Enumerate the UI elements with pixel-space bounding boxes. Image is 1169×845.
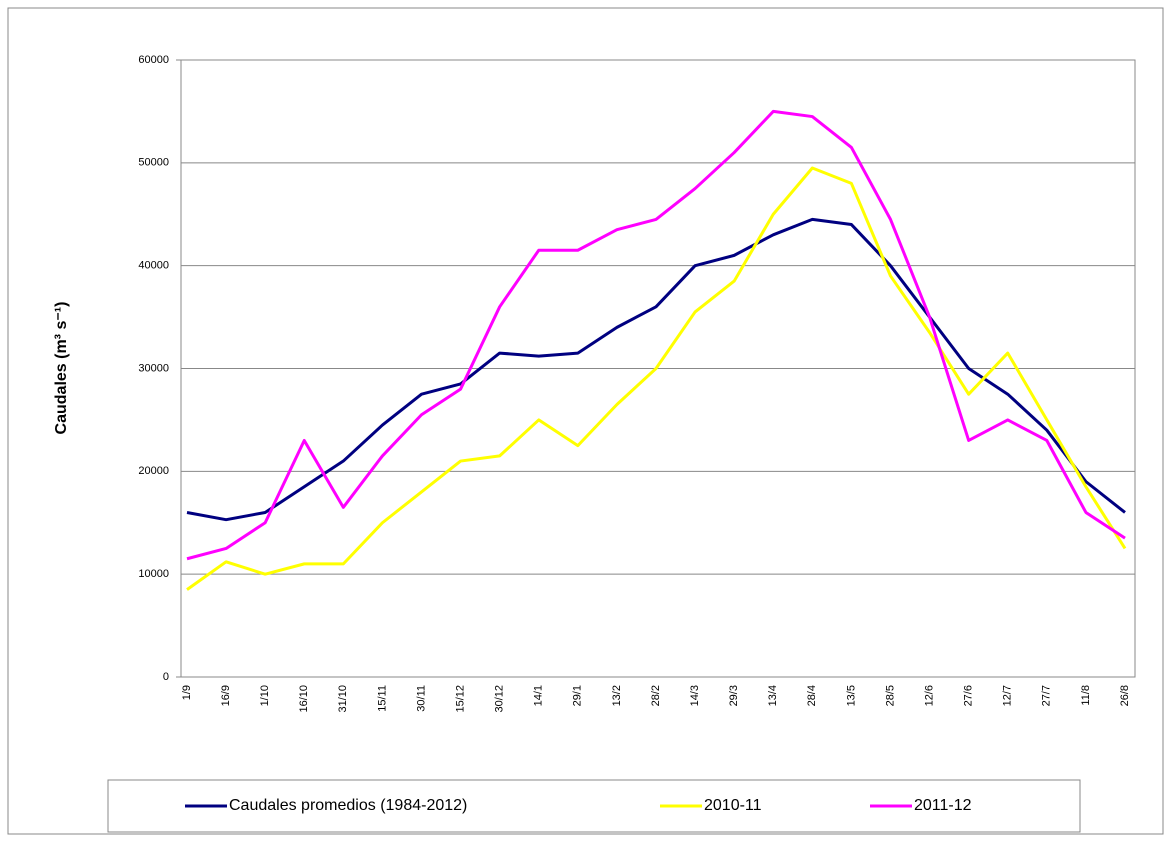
series-line [186,109,1126,561]
x-tick-label: 29/3 [728,685,740,706]
x-tick-label: 30/11 [415,685,427,712]
x-tick-label: 29/1 [572,685,584,706]
y-tick-label: 0 [163,671,169,683]
legend [107,779,1081,833]
x-tick-label: 13/4 [767,685,779,706]
x-tick-label: 1/10 [259,685,271,706]
x-tick-label: 12/7 [1002,685,1014,706]
y-axis-label: Caudales (m³ s⁻¹) [53,302,70,435]
x-tick-label: 15/11 [376,685,388,712]
x-tick-label: 27/6 [963,685,975,706]
legend-label: 2010-11 [704,797,762,814]
y-tick-label: 30000 [138,362,169,374]
x-tick-label: 27/7 [1041,685,1053,706]
x-tick-label: 28/2 [650,685,662,706]
x-tick-label: 11/8 [1080,685,1092,706]
x-tick-label: 1/9 [181,685,193,700]
x-tick-label: 12/6 [923,685,935,706]
y-tick-label: 10000 [138,568,169,580]
x-tick-label: 13/5 [845,685,857,706]
series-line [186,217,1126,522]
x-tick-label: 16/9 [220,685,232,706]
series-line [186,166,1127,591]
x-tick-label: 26/8 [1119,685,1131,706]
y-tick-label: 40000 [138,260,169,272]
x-tick-label: 13/2 [611,685,623,706]
x-tick-label: 14/3 [689,685,701,706]
x-tick-label: 28/4 [806,685,818,706]
y-tick-label: 20000 [138,465,169,477]
x-tick-label: 28/5 [884,685,896,706]
x-tick-label: 15/12 [454,685,466,713]
legend-label: Caudales promedios (1984-2012) [229,797,467,814]
x-tick-label: 14/1 [533,685,545,706]
x-tick-label: 16/10 [298,685,310,713]
y-tick-label: 50000 [138,157,169,169]
x-tick-label: 31/10 [337,685,349,713]
y-tick-label: 60000 [138,54,169,66]
legend-label: 2011-12 [914,797,972,814]
x-tick-label: 30/12 [494,685,506,713]
